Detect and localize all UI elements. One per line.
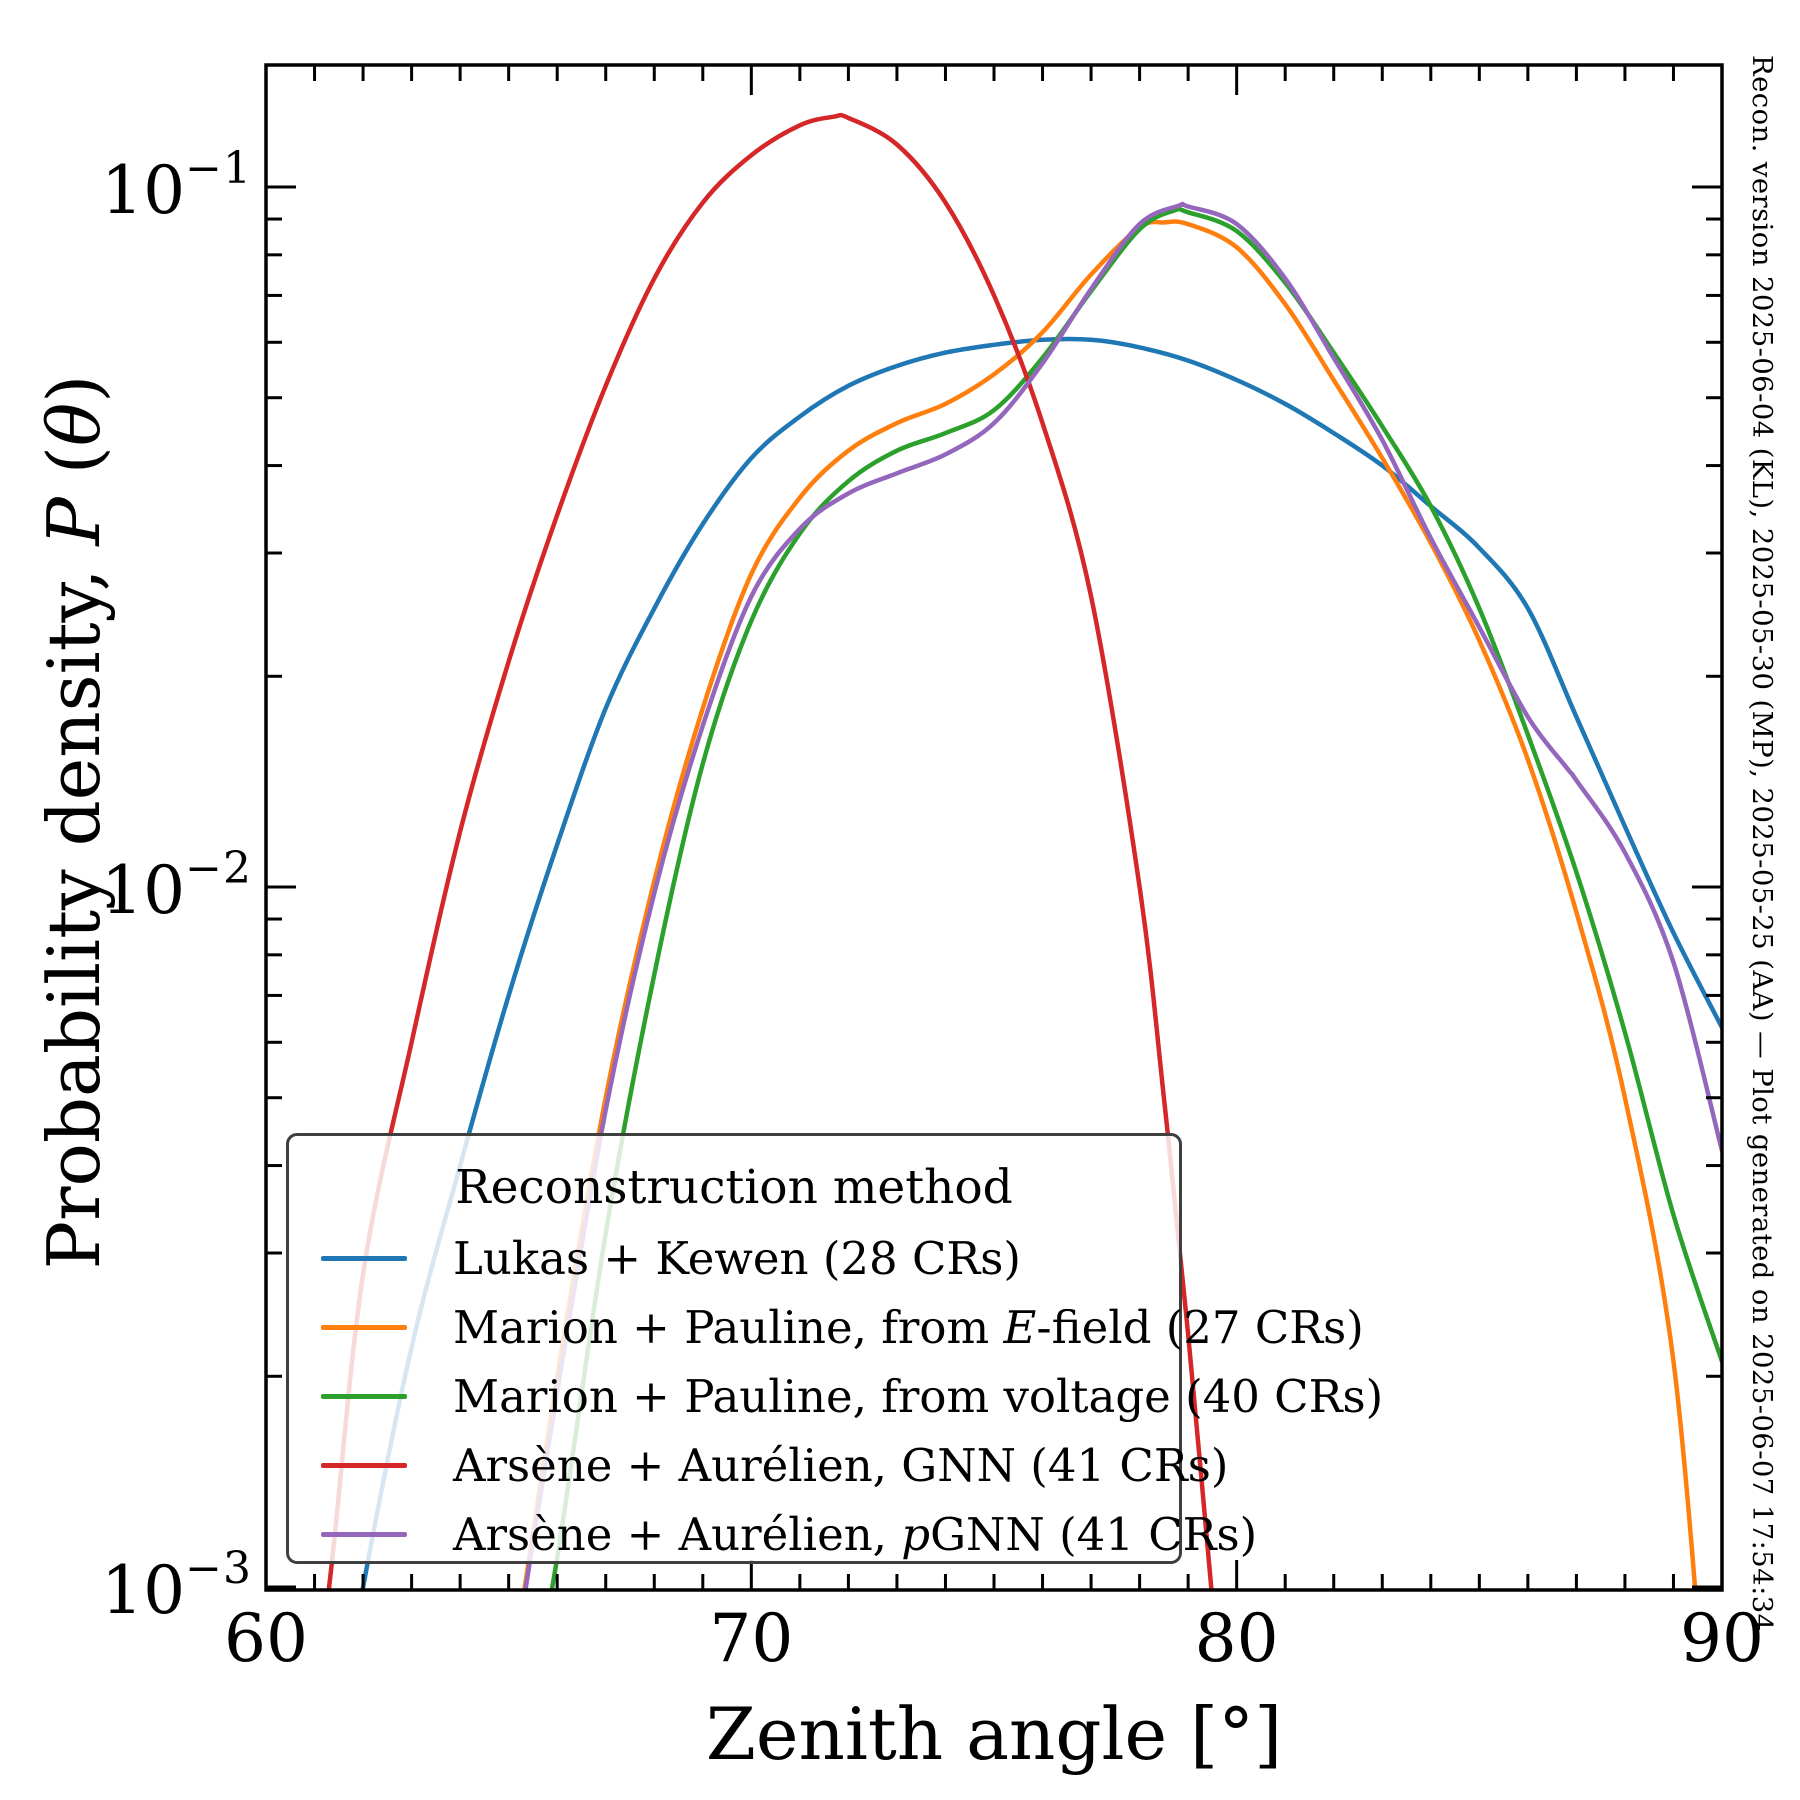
legend-line-swatch [321, 1256, 407, 1261]
legend-entry-label: Lukas + Kewen (28 CRs) [453, 1232, 1021, 1285]
series-line-4 [523, 201, 1722, 1590]
legend-line-swatch [321, 1463, 407, 1468]
series-line-0 [360, 336, 1722, 1590]
y-axis-label: Probability density, P (θ) [32, 375, 116, 1270]
legend-entry-label: Marion + Pauline, from E-field (27 CRs) [453, 1301, 1364, 1354]
legend-line-swatch [321, 1532, 407, 1537]
legend-line-swatch [321, 1325, 407, 1330]
y-tick-label: 10−2 [101, 843, 252, 929]
x-tick-label: 60 [224, 1600, 308, 1677]
legend: Reconstruction method Lukas + Kewen (28 … [286, 1133, 1383, 1564]
series-line-3 [326, 112, 1214, 1590]
right-caption: Recon. version 2025-06-04 (KL), 2025-05-… [1746, 55, 1778, 1632]
series-line-2 [549, 206, 1722, 1590]
legend-entry-label: Arsène + Aurélien, pGNN (41 CRs) [453, 1508, 1258, 1561]
y-tick-label: 10−3 [101, 1543, 252, 1629]
y-axis-label-part: Probability density, [32, 545, 116, 1270]
x-tick-label: 80 [1194, 1600, 1279, 1677]
legend-entry: Arsène + Aurélien, GNN (41 CRs) [289, 1431, 1228, 1500]
legend-entry-label: Marion + Pauline, from voltage (40 CRs) [453, 1370, 1384, 1423]
legend-entry: Lukas + Kewen (28 CRs) [289, 1224, 1179, 1293]
y-axis-label-part: P [32, 497, 116, 546]
legend-entries: Lukas + Kewen (28 CRs) Marion + Pauline, … [289, 1224, 1383, 1569]
legend-entry: Marion + Pauline, from E-field (27 CRs) [289, 1293, 1364, 1362]
legend-title: Reconstruction method [455, 1160, 1013, 1215]
x-tick-label: 70 [709, 1600, 794, 1677]
legend-entry-label: Arsène + Aurélien, GNN (41 CRs) [453, 1439, 1229, 1492]
x-axis-label: Zenith angle [°] [705, 1692, 1283, 1776]
legend-entry: Marion + Pauline, from voltage (40 CRs) [289, 1362, 1383, 1431]
x-tick-label: 90 [1680, 1600, 1764, 1677]
y-tick-label: 10−1 [101, 143, 252, 229]
y-axis-label-part: θ [32, 402, 116, 447]
legend-entry: Arsène + Aurélien, pGNN (41 CRs) [289, 1500, 1257, 1569]
y-axis-label-part: ) [32, 374, 116, 403]
y-axis-label-part: ( [32, 446, 116, 498]
legend-line-swatch [321, 1394, 407, 1399]
